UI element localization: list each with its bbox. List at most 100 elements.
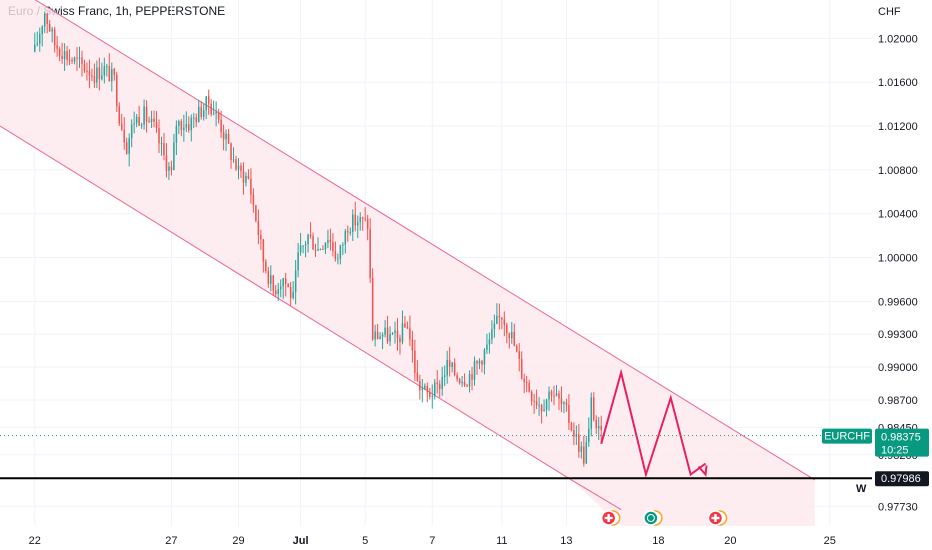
candle-body bbox=[329, 239, 332, 243]
candle-body bbox=[525, 381, 528, 383]
y-tick-label: 1.01600 bbox=[878, 77, 918, 89]
candle-body bbox=[406, 327, 409, 329]
candle-body bbox=[56, 45, 58, 49]
candle-body bbox=[195, 117, 198, 123]
candle-body bbox=[488, 339, 491, 345]
candle-body bbox=[538, 405, 540, 407]
candle-body bbox=[145, 106, 148, 122]
candle-body bbox=[354, 214, 357, 226]
candle-body bbox=[503, 319, 506, 325]
candle-body bbox=[478, 360, 481, 364]
candle-body bbox=[287, 283, 289, 287]
channel-lower-line bbox=[0, 125, 572, 481]
candle-body bbox=[352, 214, 354, 233]
candle-body bbox=[379, 336, 381, 339]
candle-body bbox=[230, 143, 232, 160]
candle-body bbox=[53, 29, 56, 46]
candle-body bbox=[185, 124, 188, 128]
y-tick-label: 0.99600 bbox=[878, 296, 918, 308]
candle-body bbox=[210, 103, 212, 115]
time-axis: 22 27 29 Jul 5 7 11 13 18 20 25 bbox=[29, 535, 836, 547]
candle-body bbox=[197, 106, 200, 123]
candle-body bbox=[334, 251, 337, 259]
candle-body bbox=[453, 362, 456, 376]
candle-body bbox=[138, 116, 140, 126]
candle-body bbox=[585, 442, 588, 464]
candle-body bbox=[294, 270, 297, 292]
candle-body bbox=[451, 362, 453, 367]
candle-body bbox=[438, 384, 441, 389]
candle-body bbox=[148, 121, 150, 123]
candle-body bbox=[58, 48, 61, 56]
candle-body bbox=[265, 261, 267, 271]
candle-body bbox=[461, 381, 463, 384]
candle-body bbox=[356, 222, 359, 226]
candle-body bbox=[153, 118, 155, 122]
candle-body bbox=[205, 96, 207, 110]
candle-body bbox=[279, 286, 282, 290]
candle-body bbox=[297, 252, 299, 271]
calendar-events bbox=[600, 510, 728, 526]
candle-body bbox=[135, 116, 138, 124]
candle-body bbox=[578, 434, 580, 452]
candle-body bbox=[419, 380, 421, 391]
candle-body bbox=[473, 361, 476, 380]
candle-body bbox=[41, 26, 44, 35]
candle-body bbox=[170, 166, 173, 171]
candle-body bbox=[506, 324, 508, 334]
candle-body bbox=[140, 124, 143, 126]
candle-body bbox=[401, 323, 404, 343]
candle-body bbox=[332, 242, 334, 252]
candle-body bbox=[540, 405, 543, 412]
candle-body bbox=[193, 117, 195, 119]
x-tick-label: 20 bbox=[724, 535, 736, 547]
level-marker-label: W bbox=[856, 483, 867, 495]
candle-body bbox=[501, 317, 503, 320]
candle-body bbox=[322, 248, 324, 250]
candle-body bbox=[530, 391, 533, 401]
candle-body bbox=[242, 170, 245, 183]
candle-body bbox=[160, 143, 163, 145]
candle-body bbox=[498, 315, 501, 318]
y-tick-label: 1.01200 bbox=[878, 121, 918, 133]
candle-body bbox=[545, 399, 548, 410]
projection-zigzag bbox=[600, 368, 707, 479]
candle-body bbox=[553, 395, 555, 397]
candle-body bbox=[222, 132, 225, 140]
candle-body bbox=[178, 121, 180, 126]
candle-body bbox=[558, 393, 560, 399]
candle-body bbox=[128, 138, 130, 154]
candle-body bbox=[317, 249, 319, 251]
candle-body bbox=[51, 29, 53, 32]
cross-icon-v bbox=[607, 514, 610, 522]
candle-body bbox=[83, 63, 86, 71]
candle-body bbox=[391, 332, 394, 334]
candle-body bbox=[568, 404, 570, 424]
candles bbox=[34, 11, 602, 467]
candle-body bbox=[371, 278, 374, 340]
candle-body bbox=[217, 111, 220, 120]
x-tick-label: Jul bbox=[293, 535, 309, 547]
candle-body bbox=[347, 230, 349, 233]
candle-body bbox=[225, 133, 227, 140]
candle-body bbox=[43, 13, 46, 27]
candle-body bbox=[560, 398, 563, 404]
candle-body bbox=[595, 419, 598, 429]
candle-body bbox=[337, 258, 339, 260]
candle-body bbox=[414, 350, 416, 373]
candle-body bbox=[493, 323, 496, 330]
candle-body bbox=[190, 117, 193, 131]
candle-body bbox=[342, 244, 344, 246]
calendar-event-green-icon bbox=[643, 510, 659, 526]
candle-body bbox=[123, 129, 125, 143]
symbol-tag bbox=[822, 428, 872, 444]
candle-body bbox=[180, 121, 183, 130]
candle-body bbox=[215, 111, 217, 114]
candle-body bbox=[456, 375, 458, 380]
channel-fill bbox=[0, 0, 815, 480]
y-tick-label: 1.00400 bbox=[878, 209, 918, 221]
candle-body bbox=[543, 409, 545, 412]
candle-body bbox=[426, 385, 429, 393]
candle-body bbox=[247, 175, 250, 179]
